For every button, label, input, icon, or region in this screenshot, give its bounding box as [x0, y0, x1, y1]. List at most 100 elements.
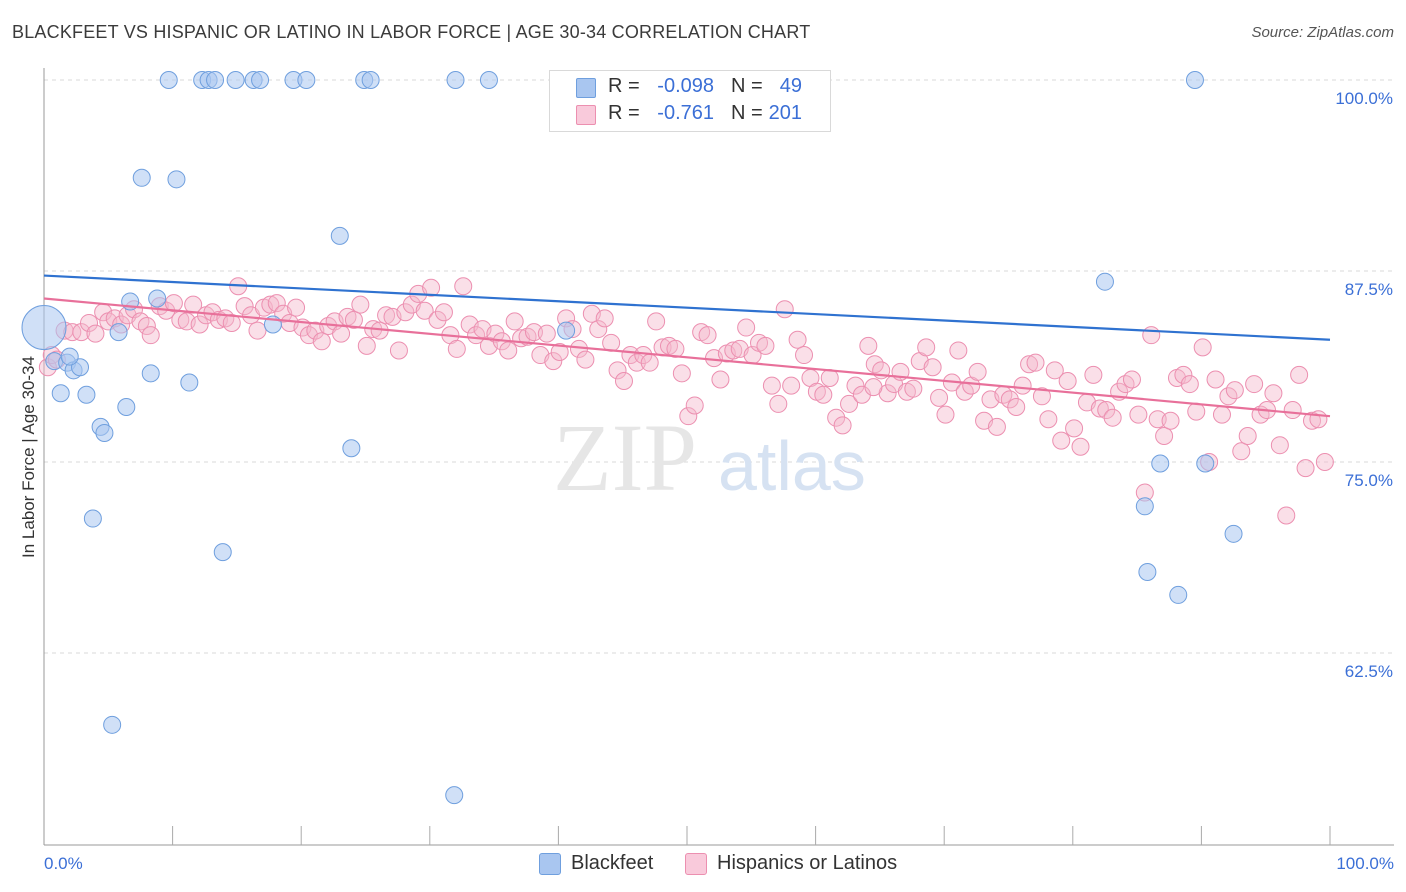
legend-n-label: N =	[731, 102, 763, 124]
bottom-legend-label-hispanic: Hispanics or Latinos	[717, 852, 898, 874]
hispanic-point	[1264, 384, 1283, 403]
legend-r-value: -0.098	[657, 75, 714, 97]
blackfeet-point	[361, 71, 380, 89]
legend-n-label: N =	[731, 75, 763, 97]
blackfeet-point	[446, 71, 465, 89]
legend-row-blackfeet: R = -0.098 N = 49	[550, 74, 830, 100]
legend-n-value: 201	[768, 102, 802, 124]
hispanic-point	[987, 417, 1006, 436]
hispanic-point	[537, 324, 556, 343]
hispanic-point	[524, 323, 543, 342]
hispanic-point	[1238, 427, 1257, 446]
blackfeet-point	[1169, 585, 1188, 604]
hispanic-point	[1084, 365, 1103, 384]
blackfeet-point	[226, 71, 245, 89]
blackfeet-point	[297, 71, 316, 89]
hispanic-point	[261, 295, 280, 314]
hispanic-point	[137, 317, 156, 336]
hispanic-point	[415, 301, 434, 320]
legend-swatch-blackfeet	[576, 78, 596, 98]
legend-r-label: R =	[608, 102, 640, 124]
bottom-legend-hispanic: Hispanics or Latinos	[685, 852, 915, 876]
blackfeet-point	[1196, 454, 1215, 473]
bottom-legend-blackfeet: Blackfeet	[539, 852, 669, 876]
hispanic-point	[1097, 401, 1116, 420]
hispanic-point	[833, 416, 852, 435]
hispanic-point	[1065, 419, 1084, 438]
blackfeet-trend-line	[43, 274, 1331, 341]
hispanic-point	[1315, 453, 1334, 471]
hispanic-point	[550, 342, 569, 361]
blackfeet-point	[167, 170, 186, 189]
hispanic-point	[614, 372, 633, 391]
hispanic-point	[595, 309, 614, 328]
hispanic-point	[1290, 365, 1309, 384]
hispanic-point	[923, 358, 942, 377]
hispanic-point	[312, 332, 331, 351]
hispanic-point	[428, 310, 447, 329]
y-tick-labels: 62.5% 75.0% 87.5% 100.0%	[1335, 89, 1393, 681]
hispanic-point	[141, 326, 160, 345]
hispanic-point	[864, 378, 883, 397]
blackfeet-point	[557, 321, 576, 340]
hispanic-point	[840, 394, 859, 413]
hispanic-point	[775, 300, 794, 319]
hispanic-point	[447, 339, 466, 358]
hispanic-point	[788, 330, 807, 349]
hispanic-point	[1270, 436, 1289, 455]
hispanic-point	[1174, 365, 1193, 384]
hispanic-point	[769, 394, 788, 413]
hispanic-point	[351, 295, 370, 314]
hispanic-point	[904, 379, 923, 398]
hispanic-point	[267, 294, 286, 313]
hispanic-point	[827, 408, 846, 427]
hispanic-point	[1296, 459, 1315, 478]
blackfeet-point	[148, 289, 167, 308]
hispanic-point	[1000, 390, 1019, 409]
bottom-legend-swatch-blackfeet	[539, 853, 561, 875]
hispanic-point	[190, 315, 209, 334]
hispanic-point	[711, 370, 730, 389]
hispanic-point	[1225, 381, 1244, 400]
hispanic-point	[589, 320, 608, 339]
hispanic-point	[1045, 361, 1064, 380]
blackfeet-point	[445, 786, 464, 805]
blackfeet-point	[60, 347, 79, 366]
hispanic-point	[518, 327, 537, 346]
hispanic-point	[1103, 408, 1122, 427]
hispanic-point	[544, 352, 563, 371]
hispanic-point	[1020, 355, 1039, 374]
blackfeet-point	[180, 373, 199, 392]
trend-lines	[43, 274, 1331, 418]
watermark-zip: ZIP	[553, 404, 697, 511]
blackfeet-point	[330, 226, 349, 245]
hispanic-point	[724, 341, 743, 360]
blackfeet-point	[117, 397, 136, 416]
hispanic-point	[1026, 353, 1045, 372]
hispanic-point	[814, 385, 833, 404]
legend-row-hispanic: R = -0.761 N = 201	[550, 101, 830, 127]
chart-source: Source: ZipAtlas.com	[1251, 24, 1394, 41]
blackfeet-point	[206, 71, 225, 89]
hispanic-point	[1283, 401, 1302, 420]
hispanic-point	[235, 297, 254, 316]
hispanic-point	[672, 364, 691, 383]
hispanic-point	[1245, 375, 1264, 394]
hispanic-point	[1122, 370, 1141, 389]
hispanic-point	[1007, 397, 1026, 416]
hispanic-point	[1071, 437, 1090, 456]
hispanic-point	[627, 353, 646, 372]
hispanic-point	[357, 336, 376, 355]
hispanic-point	[1193, 338, 1212, 357]
blackfeet-point	[51, 384, 70, 403]
hispanic-point	[1277, 506, 1296, 525]
blackfeet-point	[132, 168, 151, 187]
hispanic-point	[846, 376, 865, 395]
hispanic-point	[499, 341, 518, 360]
blackfeet-point	[109, 323, 128, 342]
hispanic-point	[666, 339, 685, 358]
hispanic-point	[1161, 411, 1180, 430]
y-tick-label: 62.5%	[1345, 662, 1393, 681]
hispanic-point	[377, 306, 396, 325]
